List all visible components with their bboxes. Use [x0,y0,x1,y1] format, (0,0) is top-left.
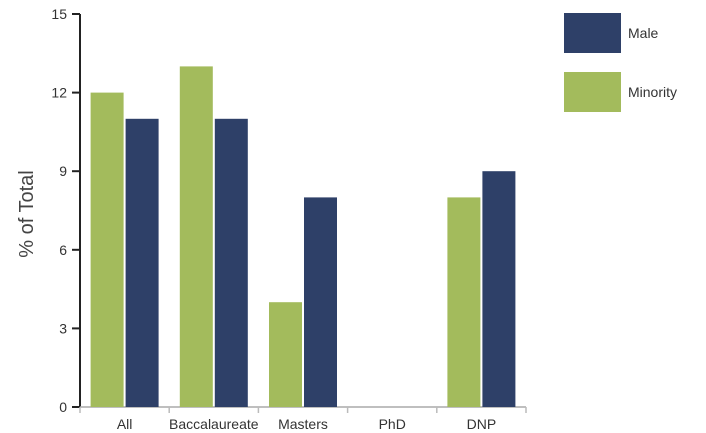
y-tick-label: 15 [51,6,67,22]
x-tick-labels: All Baccalaureate Masters PhD DNP [117,416,496,432]
legend-swatch-male [564,13,621,53]
y-tick-label: 3 [59,320,67,336]
y-tick-label: 0 [59,399,67,415]
bar-minority-masters [269,302,302,407]
x-tick-label: Masters [278,416,328,432]
y-tick-label: 9 [59,163,67,179]
y-tick-label: 6 [59,242,67,258]
bar-minority-baccalaureate [179,66,213,408]
x-tick-label: PhD [379,416,406,432]
x-tick-label: Baccalaureate [169,416,259,432]
bars [90,66,516,408]
legend: Male Minority [564,13,677,112]
legend-label-male: Male [628,25,659,41]
bar-male-baccalaureate [214,118,248,408]
y-tick-label: 12 [51,85,67,101]
bar-minority-dnp [447,197,481,407]
bar-male-all [125,118,159,408]
bar-minority-all [90,92,124,407]
x-tick-label: DNP [467,416,497,432]
bar-male-dnp [482,171,516,407]
legend-swatch-minority [564,72,621,112]
y-tick-labels: 0 3 6 9 12 15 [51,6,67,415]
x-tick-label: All [117,416,133,432]
bar-male-masters [304,197,337,407]
legend-label-minority: Minority [628,84,677,100]
y-axis-label: % of Total [16,170,38,257]
